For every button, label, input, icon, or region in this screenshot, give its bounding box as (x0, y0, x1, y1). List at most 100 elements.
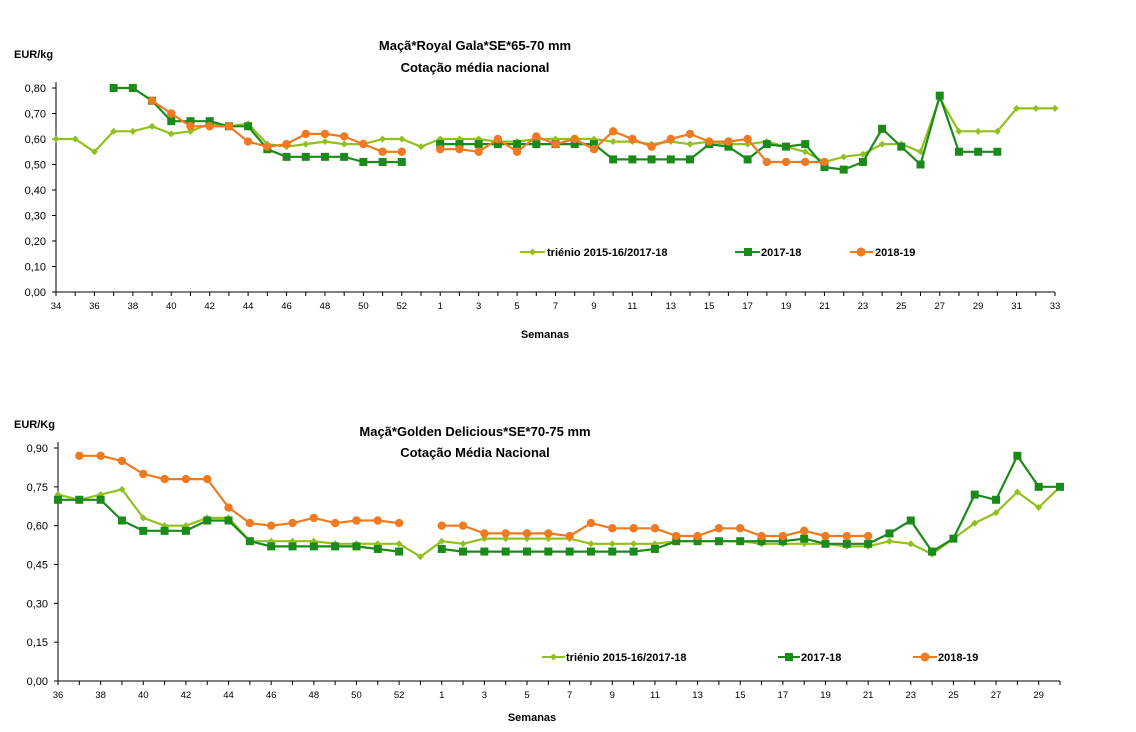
chart1-point-2018-19 (608, 127, 618, 136)
chart2-x-tick-label: 27 (991, 690, 1002, 701)
chart2-point-2018-19 (565, 531, 574, 541)
chart2-point-trienio (118, 485, 126, 493)
chart2-y-tick-label: 0,75 (27, 482, 48, 494)
chart1-point-2017-18 (858, 157, 867, 166)
chart2-x-tick-label: 52 (394, 690, 405, 701)
chart1-point-2017-18 (570, 140, 579, 149)
chart2-legend-label-2018: 2018-19 (938, 652, 978, 664)
chart2-point-2018-19 (160, 474, 169, 484)
chart2-point-2017-18 (203, 516, 212, 525)
chart1-x-tick-label: 44 (243, 301, 254, 312)
chart2-point-2018-19 (245, 518, 255, 528)
chart1-point-2017-18 (839, 165, 848, 174)
chart1-point-2017-18 (685, 155, 694, 164)
chart1-y-tick-label: 0,50 (25, 160, 46, 172)
chart2-point-2018-19 (117, 456, 127, 466)
chart2-point-2017-18 (288, 542, 297, 551)
chart1-point-2018-19 (243, 137, 253, 146)
chart2-point-2017-18 (459, 547, 468, 556)
chart1-point-2017-18 (762, 140, 771, 149)
chart1-x-tick-label: 3 (476, 301, 481, 312)
chart2-x-tick-label: 19 (820, 690, 831, 701)
chart1-point-2018-19 (685, 129, 695, 139)
chart2-x-tick-label: 36 (53, 690, 64, 701)
chart1-point-2017-18 (666, 155, 675, 164)
chart2-point-2018-19 (352, 516, 361, 525)
chart1-point-2018-19 (320, 129, 330, 139)
chart2-point-2017-18 (75, 495, 84, 504)
chart2-point-2017-18 (139, 526, 148, 535)
chart1-point-2018-19 (378, 147, 387, 156)
chart1-point-2017-18 (974, 147, 983, 156)
chart1-point-2018-19 (589, 145, 599, 154)
chart2-subtitle: Cotação Média Nacional (400, 445, 550, 460)
chart1-x-tick-label: 11 (627, 301, 637, 312)
chart2-point-2018-19 (75, 451, 84, 460)
chart1-point-2017-18 (628, 155, 637, 164)
chart2-point-2017-18 (885, 529, 894, 538)
chart1-point-trienio (417, 143, 425, 151)
chart2-legend-label-trienio: triénio 2015-16/2017-18 (566, 652, 686, 664)
chart1-y-tick-label: 0,00 (25, 287, 46, 299)
chart2-point-2017-18 (117, 516, 126, 525)
chart1-point-trienio (71, 135, 79, 143)
chart1-point-trienio (148, 122, 156, 130)
chart2-point-2018-19 (629, 524, 638, 533)
chart1-point-trienio (52, 135, 60, 143)
chart1-point-2018-19 (147, 96, 157, 105)
chart2: Maçã*Golden Delicious*SE*70-75 mm Cotaçã… (14, 419, 1064, 724)
chart1-x-tick-label: 40 (166, 301, 177, 312)
chart1-point-2017-18 (743, 155, 752, 164)
chart2-point-2017-18 (331, 542, 340, 551)
chart2-point-2017-18 (992, 495, 1001, 504)
chart1-point-2017-18 (320, 152, 329, 161)
chart1-x-tick-label: 5 (514, 301, 519, 312)
chart2-point-2017-18 (842, 539, 851, 548)
chart2-point-2018-19 (139, 469, 148, 479)
chart2-point-2018-19 (608, 524, 617, 533)
chart2-point-2017-18 (928, 547, 937, 556)
chart2-x-tick-label: 15 (735, 690, 746, 701)
chart2-point-2018-19 (181, 474, 191, 484)
chart1-point-trienio (917, 148, 925, 156)
chart2-x-tick-label: 23 (905, 690, 916, 701)
chart2-point-2018-19 (288, 518, 297, 528)
chart2-point-2018-19 (501, 529, 510, 538)
chart1-point-2017-18 (205, 117, 214, 126)
chart2-point-2018-19 (480, 529, 489, 538)
chart1-point-2017-18 (878, 124, 887, 133)
chart1-point-2017-18 (647, 155, 656, 164)
chart1-line-2017-18 (113, 86, 402, 164)
chart2-legend-label-2017: 2017-18 (801, 652, 841, 664)
chart2-point-2017-18 (800, 534, 809, 543)
chart1-x-label: Semanas (521, 329, 569, 341)
chart1-point-trienio (801, 148, 809, 156)
chart2-point-2018-19 (266, 521, 276, 530)
chart2-point-2017-18 (586, 547, 595, 556)
chart2-point-trienio (587, 540, 595, 548)
chart1-y-tick-label: 0,60 (25, 134, 46, 146)
chart1-point-2017-18 (397, 157, 406, 166)
chart1-point-trienio (379, 135, 387, 143)
chart1-point-trienio (840, 153, 848, 161)
chart1-point-trienio (686, 140, 694, 148)
chart1-legend-label-2017: 2017-18 (761, 247, 801, 259)
chart2-legend-marker-trienio (550, 653, 557, 661)
chart1-point-trienio (974, 127, 982, 135)
chart1-y-tick-label: 0,80 (25, 83, 46, 95)
chart2-line-2018-19 (79, 454, 400, 527)
chart1-line-2017-18 (440, 94, 998, 171)
chart1-point-2017-18 (436, 140, 445, 149)
chart2-point-2018-19 (799, 526, 809, 536)
chart1-point-2018-19 (493, 134, 503, 144)
chart1-point-2018-19 (359, 139, 368, 149)
chart1-x-tick-label: 15 (704, 301, 715, 312)
chart2-point-2018-19 (224, 503, 233, 512)
chart1-point-trienio (859, 150, 867, 158)
chart2-point-2017-18 (778, 537, 787, 546)
chart2-point-2018-19 (394, 518, 404, 528)
chart1-x-tick-label: 48 (320, 301, 331, 312)
chart1-title: Maçã*Royal Gala*SE*65-70 mm (379, 38, 571, 53)
